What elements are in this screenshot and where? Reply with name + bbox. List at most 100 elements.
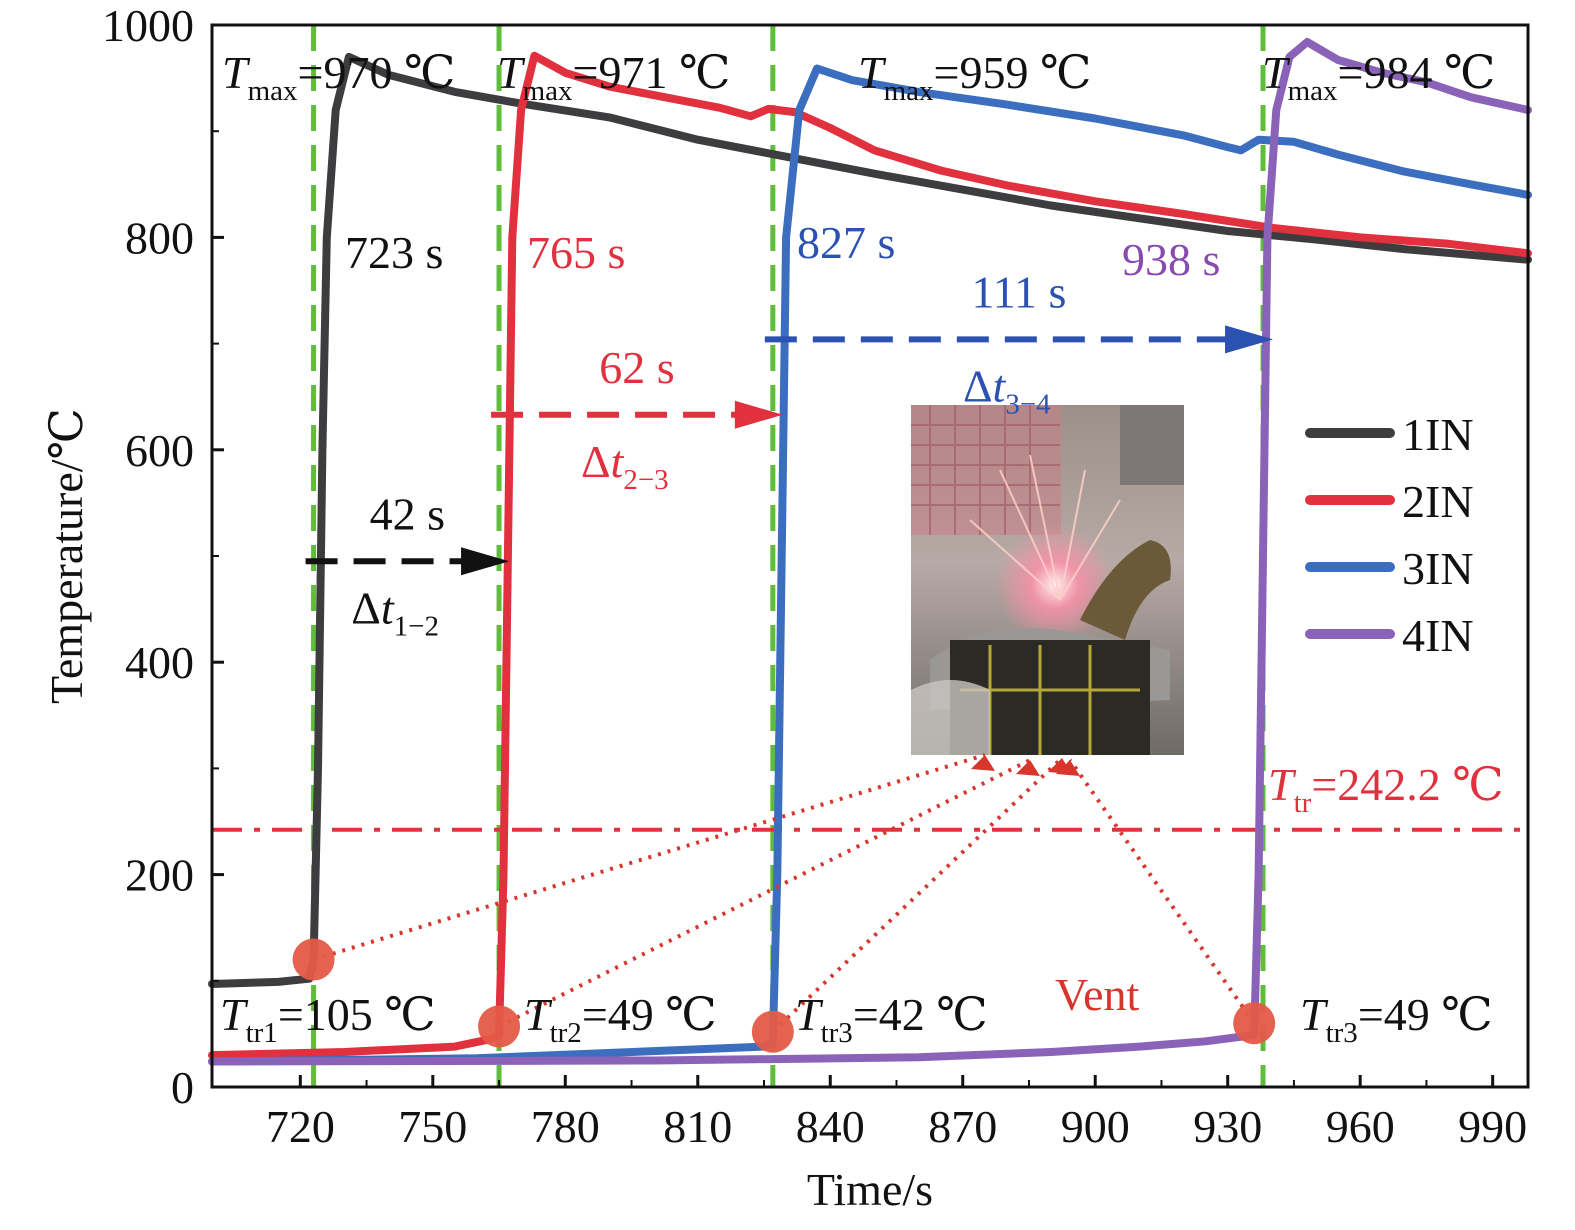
tmax-label-1-part-2: =971 ℃: [573, 47, 731, 98]
tmax-label-3-part-1: max: [1288, 75, 1338, 107]
ttr-label-3-part-1: tr3: [1326, 1017, 1358, 1049]
ttr-label-3-part-0: T: [1300, 989, 1329, 1040]
onset-time-label-1: 765 s: [527, 227, 625, 278]
vent-connector-1: [498, 758, 1031, 1029]
onset-marker-0: [292, 938, 335, 981]
ttr-label-1-part-1: tr2: [550, 1017, 582, 1049]
ttr-label-3-part-2: =49 ℃: [1358, 989, 1493, 1040]
tmax-label-3: Tmax=984 ℃: [1262, 47, 1495, 107]
x-tick-label-3: 810: [663, 1101, 732, 1152]
legend-label-3IN: 3IN: [1402, 543, 1474, 594]
vent-connector-arrowhead-3: [1056, 760, 1080, 776]
tmax-label-0-part-2: =970 ℃: [298, 47, 456, 98]
interval-arrow-head-0: [461, 547, 510, 576]
annotation-texts: Tmax=970 ℃ Tmax=971 ℃ Tmax=959 ℃ Tmax=984 ℃…: [220, 47, 1504, 1049]
x-tick-label-1: 750: [398, 1101, 467, 1152]
series-line-3IN: [208, 64, 1532, 1066]
onset-time-label-3: 938 s: [1122, 234, 1220, 285]
interval-arrow-delta-0-part-1: t: [381, 582, 395, 633]
ttr-label-2-part-0: T: [795, 989, 824, 1040]
interval-arrow-delta-1-part-0: Δ: [581, 436, 611, 487]
tmax-label-1-part-0: T: [497, 47, 526, 98]
tmax-label-3-part-2: =984 ℃: [1338, 47, 1496, 98]
tmax-label-2-part-2: =959 ℃: [934, 47, 1092, 98]
onset-marker-3: [1233, 1002, 1276, 1045]
interval-arrow-delta-1: Δt2−3: [581, 436, 669, 496]
y-tick-label-1: 200: [125, 850, 194, 901]
interval-arrow-delta-0-part-0: Δ: [351, 582, 381, 633]
y-axis-title: Temperature/℃: [41, 408, 92, 704]
threshold-label-part-2: =242.2 ℃: [1311, 759, 1503, 810]
tmax-label-2: Tmax=959 ℃: [858, 47, 1091, 107]
thermal-runaway-photo: [911, 405, 1184, 755]
tmax-label-2-part-1: max: [884, 75, 934, 107]
legend: 1IN 2IN 3IN 4IN: [1305, 409, 1474, 661]
interval-arrow-delta-0: Δt1−2: [351, 582, 439, 642]
vent-label: Vent: [1055, 969, 1140, 1020]
interval-arrow-delta-2-part-0: Δ: [963, 360, 993, 411]
tmax-label-3-part-0: T: [1262, 47, 1291, 98]
reference-lines: [212, 25, 1528, 1087]
ttr-label-0-part-1: tr1: [246, 1017, 278, 1049]
vent-connector-arrowhead-0: [971, 755, 995, 771]
x-axis-title: Time/s: [807, 1164, 933, 1215]
interval-arrow-delta-0-part-2: 1−2: [394, 610, 439, 642]
ttr-label-1-part-0: T: [524, 989, 553, 1040]
threshold-label-part-0: T: [1268, 759, 1297, 810]
ttr-label-2-part-2: =42 ℃: [853, 989, 988, 1040]
x-tick-label-6: 900: [1061, 1101, 1130, 1152]
interval-arrow-delta-2-part-1: t: [993, 360, 1007, 411]
x-tick-label-9: 990: [1458, 1101, 1527, 1152]
interval-arrow-delta-2: Δt3−4: [963, 360, 1051, 420]
vent-connector-arrowhead-1: [1016, 760, 1040, 776]
interval-arrow-head-1: [734, 400, 783, 429]
y-tick-label-2: 400: [125, 637, 194, 688]
legend-label-1IN: 1IN: [1402, 409, 1474, 460]
legend-label-2IN: 2IN: [1402, 476, 1474, 527]
interval-arrow-delta-2-part-2: 3−4: [1005, 388, 1051, 420]
ttr-label-0-part-0: T: [220, 989, 249, 1040]
tmax-label-2-part-0: T: [858, 47, 887, 98]
ttr-label-3: Ttr3=49 ℃: [1300, 989, 1493, 1049]
tmax-label-1: Tmax=971 ℃: [497, 47, 730, 107]
y-tick-label-4: 800: [125, 212, 194, 263]
onset-time-label-0: 723 s: [345, 227, 443, 278]
vent-connector-3: [1068, 758, 1256, 1025]
series-lines: [208, 38, 1532, 1066]
axes: 720 750 780 810 840 870 900 930 960 990 0 200 400 600…: [41, 0, 1530, 1215]
legend-label-4IN: 4IN: [1402, 610, 1474, 661]
x-tick-label-2: 780: [531, 1101, 600, 1152]
vent-connector-2: [771, 756, 1064, 1034]
onset-time-label-2: 827 s: [797, 217, 895, 268]
onset-marker-2: [751, 1010, 794, 1053]
interval-arrow-label-2: 111 s: [971, 266, 1066, 317]
threshold-label-part-1: tr: [1294, 787, 1312, 819]
ttr-label-2-part-1: tr3: [821, 1017, 853, 1049]
interval-arrow-label-1: 62 s: [599, 342, 674, 393]
tmax-label-0: Tmax=970 ℃: [222, 47, 455, 107]
threshold-label: Ttr=242.2 ℃: [1268, 759, 1504, 819]
ttr-label-1: Ttr2=49 ℃: [524, 989, 717, 1049]
series-line-2IN: [208, 51, 1532, 1060]
series-line-4IN: [208, 38, 1532, 1066]
interval-arrow-delta-1-part-1: t: [611, 436, 625, 487]
interval-arrow-head-2: [1225, 325, 1274, 354]
vent-connector-0: [312, 753, 986, 962]
x-tick-label-8: 960: [1326, 1101, 1395, 1152]
tmax-label-1-part-1: max: [523, 75, 573, 107]
y-tick-label-5: 1000: [102, 0, 194, 51]
onset-marker-1: [478, 1005, 521, 1048]
ttr-label-2: Ttr3=42 ℃: [795, 989, 988, 1049]
tmax-label-0-part-1: max: [248, 75, 298, 107]
x-tick-label-7: 930: [1193, 1101, 1262, 1152]
ttr-label-0-part-2: =105 ℃: [278, 989, 436, 1040]
y-tick-label-0: 0: [171, 1062, 194, 1113]
interval-arrow-label-0: 42 s: [370, 488, 445, 539]
ttr-label-0: Ttr1=105 ℃: [220, 989, 436, 1049]
plot-frame: [210, 23, 1530, 1089]
interval-arrow-delta-1-part-2: 2−3: [623, 464, 668, 496]
tmax-label-0-part-0: T: [222, 47, 251, 98]
x-tick-label-4: 840: [796, 1101, 865, 1152]
